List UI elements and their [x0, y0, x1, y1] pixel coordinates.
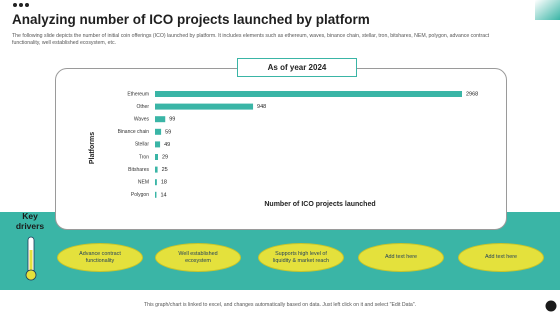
bar — [155, 141, 161, 148]
description: The following slide depicts the number o… — [12, 33, 490, 46]
y-tick-label: Stellar — [135, 142, 150, 148]
dot — [13, 3, 17, 7]
y-tick-label: Binance chain — [118, 129, 150, 135]
title: Analyzing number of ICO projects launche… — [12, 12, 370, 27]
bar — [155, 154, 158, 160]
footer-note: This graph/chart is linked to excel, and… — [143, 302, 417, 308]
bar — [155, 191, 157, 198]
driver-pill: Add text here — [358, 243, 444, 272]
driver-text: Supports high level of liquidity & marke… — [272, 251, 330, 264]
driver-text: Add text here — [484, 254, 518, 261]
bar — [155, 179, 157, 186]
value-label: 18 — [161, 180, 167, 186]
value-label: 25 — [162, 167, 168, 173]
value-label: 29 — [162, 154, 168, 160]
chart-subtitle: As of year 2024 — [237, 58, 357, 77]
dot — [19, 3, 23, 7]
driver-pill: Well established ecosystem — [155, 243, 241, 272]
corner-accent — [535, 0, 560, 20]
y-tick-label: Ethereum — [127, 91, 149, 97]
bar — [155, 116, 166, 123]
driver-pill: Advance contract functionality — [57, 243, 143, 272]
drivers-title: Key drivers — [15, 211, 45, 231]
value-label: 99 — [169, 117, 175, 123]
thermometer-icon — [25, 236, 37, 281]
y-tick-label: NEM — [138, 180, 149, 186]
value-label: 948 — [257, 104, 266, 110]
y-tick-label: Waves — [134, 117, 150, 123]
value-label: 14 — [160, 192, 166, 198]
driver-text: Advance contract functionality — [79, 251, 121, 264]
value-label: 59 — [165, 129, 171, 135]
y-axis-label: Platforms — [89, 132, 96, 164]
y-tick-label: Tron — [139, 154, 149, 160]
y-tick-label: Bitshares — [128, 167, 149, 173]
y-tick-label: Polygon — [131, 192, 149, 198]
driver-text: Add text here — [384, 254, 418, 261]
bar — [155, 103, 254, 110]
corner-dot — [545, 300, 557, 312]
x-axis-label: Number of ICO projects launched — [264, 201, 375, 208]
bar — [155, 166, 158, 173]
dot — [25, 3, 29, 7]
driver-pill: Supports high level of liquidity & marke… — [258, 243, 344, 272]
driver-text: Well established ecosystem — [178, 251, 218, 264]
bar — [155, 128, 162, 135]
value-label: 2968 — [466, 91, 478, 97]
driver-pill: Add text here — [458, 243, 544, 272]
bar — [155, 91, 462, 97]
value-label: 49 — [164, 142, 170, 148]
y-tick-label: Other — [136, 104, 149, 110]
